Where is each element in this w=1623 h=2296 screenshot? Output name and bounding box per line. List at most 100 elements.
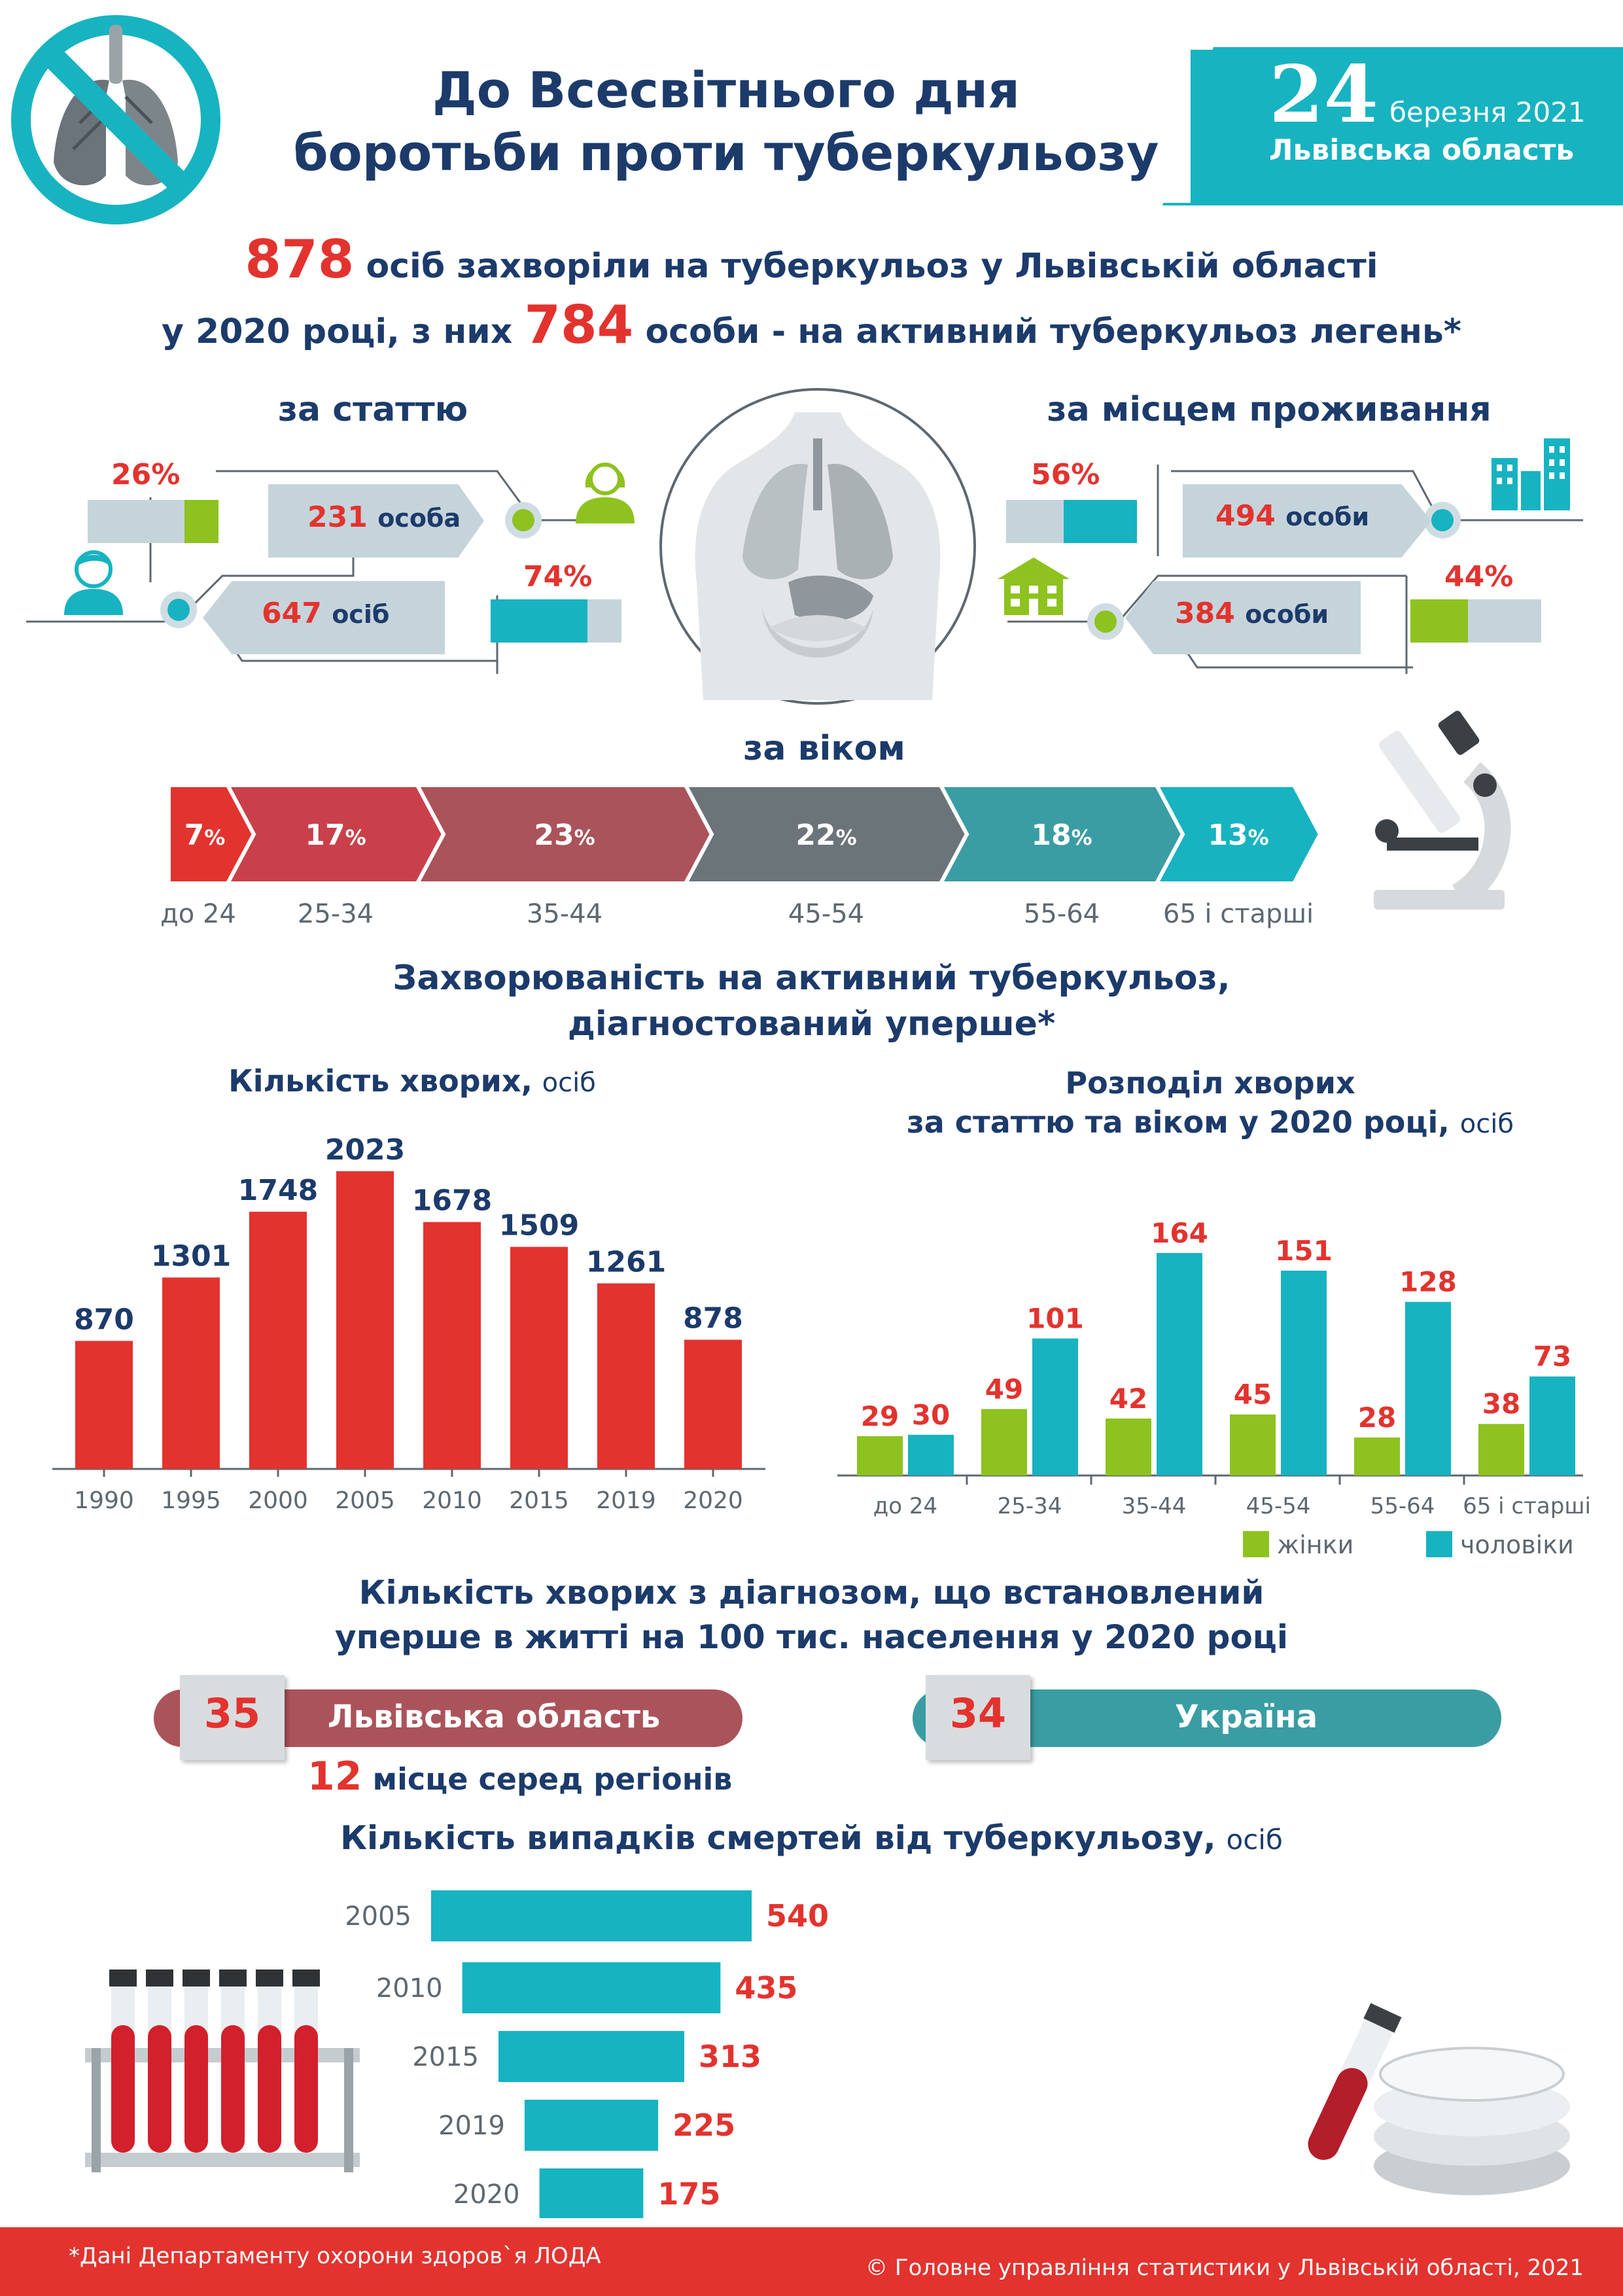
age-segment-label: 35-44 [527, 899, 602, 929]
deaths-bar [462, 1962, 721, 2013]
male-count-tag [203, 581, 445, 654]
by-age-title: за віком [743, 729, 905, 768]
age-segment [1153, 783, 1323, 885]
cases-tick-label: 2010 [422, 1487, 482, 1514]
cases-bar-label: 1301 [151, 1239, 231, 1273]
male-share-fill [491, 599, 587, 643]
sex-age-bar-label: 30 [912, 1399, 950, 1431]
age-segment-label: 55-64 [1024, 899, 1100, 929]
legend-swatch [1243, 1531, 1269, 1557]
test-tube-cap [183, 1969, 210, 1987]
test-tube-cap [292, 1969, 320, 1987]
ukraine-rate-value: 34 [949, 1689, 1007, 1737]
intro-line2: у 2020 році, з них 784 особи - на активн… [0, 294, 1623, 355]
page-title-line1: До Всесвітнього дня [432, 61, 1020, 119]
deaths-year-label: 2019 [438, 2111, 505, 2141]
cases-bar-chart: 870 1990 1301 1995 1748 2000 2023 2005 1678 2010 1… [52, 1133, 765, 1514]
sex-age-bar-label: 45 [1234, 1379, 1272, 1411]
per100k-heading-line1: Кількість хворих з діагнозом, що встанов… [358, 1574, 1265, 1612]
test-tube-blood [111, 2025, 135, 2153]
age-segment-pct: 17% [305, 819, 366, 852]
female-count-tag [268, 484, 484, 557]
deaths-bar [498, 2031, 685, 2082]
intro-total: 878 [245, 229, 355, 290]
cases-tick-label: 2005 [335, 1487, 395, 1514]
test-tube-cap [146, 1969, 173, 1987]
sex-age-bar [908, 1434, 954, 1475]
sex-age-tick-label: 55-64 [1370, 1493, 1435, 1519]
deaths-value-label: 540 [766, 1898, 829, 1934]
cases-bar-label: 1261 [586, 1245, 666, 1279]
sex-age-bar [1106, 1418, 1151, 1475]
male-count: 647 [262, 597, 322, 630]
footer-note: *Дані Департаменту охорони здоров`я ЛОДА [69, 2243, 601, 2269]
deaths-value-label: 225 [672, 2108, 735, 2143]
female-count: 231 [307, 501, 368, 534]
test-tube-blood [148, 2025, 171, 2153]
male-share-bar [491, 599, 621, 643]
sex-age-tick-label: до 24 [873, 1493, 937, 1519]
test-tube-cap [219, 1969, 247, 1987]
cases-chart-title: Кількість хворих, осіб [52, 1063, 772, 1099]
date-day: 24 [1269, 48, 1378, 141]
footer-copyright: © Головне управління статистики у Львівс… [865, 2255, 1584, 2281]
sex-age-bar-label: 49 [985, 1373, 1023, 1405]
cases-bar [597, 1283, 655, 1469]
cases-chart-unit: осіб [542, 1068, 596, 1098]
test-tube-blood [258, 2025, 281, 2153]
age-segment-label: 65 і старші [1163, 899, 1314, 929]
cases-bar-label: 870 [74, 1303, 134, 1336]
age-segment-label: 45-54 [788, 899, 864, 929]
cases-bar [684, 1339, 742, 1469]
deaths-bar [539, 2168, 644, 2218]
rural-count: 384 [1175, 597, 1235, 630]
per100k-heading-line2: уперше в житті на 100 тис. населення у 2… [334, 1618, 1288, 1656]
sex-age-bar-label: 151 [1275, 1235, 1333, 1267]
deaths-bar-chart: 2005 540 2010 435 2015 313 2019 225 2020 175 [345, 1890, 829, 2218]
lviv-rate-label: Львівська область [327, 1699, 661, 1735]
female-share-bar [88, 500, 218, 543]
cases-bar-label: 1509 [499, 1209, 579, 1243]
urban-share-bar [1006, 500, 1137, 543]
rural-unit: особи [1245, 600, 1329, 629]
deaths-bar [431, 1890, 752, 1941]
sex-age-bar [1529, 1376, 1575, 1475]
cases-tick-label: 2015 [509, 1487, 569, 1514]
rural-share-bar [1410, 599, 1541, 643]
cases-bar-label: 2023 [325, 1133, 405, 1167]
cases-bar [249, 1211, 307, 1469]
cases-bar [336, 1171, 394, 1469]
sex-age-bar [1032, 1338, 1078, 1475]
cases-tick-label: 2019 [596, 1487, 656, 1514]
date-month-year: березня 2021 [1389, 96, 1586, 128]
header-date: 24 березня 2021 Львівська область [1269, 52, 1609, 168]
cases-chart-title-text: Кількість хворих, [228, 1063, 532, 1099]
cases-tick-label: 2020 [683, 1487, 743, 1514]
urban-pct: 56% [1031, 458, 1100, 491]
legend-label: чоловіки [1460, 1530, 1574, 1559]
sex-age-bar-label: 28 [1358, 1402, 1396, 1434]
sex-age-bar [1230, 1414, 1276, 1475]
header-title-bg [196, 50, 1191, 203]
sex-age-bar-label: 42 [1109, 1383, 1147, 1415]
age-segment-label: 25-34 [298, 899, 374, 929]
per100k-heading: Кількість хворих з діагнозом, що встанов… [0, 1570, 1623, 1659]
lviv-rate-value: 35 [203, 1689, 261, 1737]
sex-age-bar [1157, 1253, 1202, 1475]
incidence-heading: Захворюваність на активний туберкульоз, … [0, 955, 1623, 1047]
urban-count: 494 [1215, 499, 1276, 533]
sex-age-chart-title-line1: Розподіл хворих [1065, 1065, 1355, 1101]
cases-tick-label: 2000 [248, 1487, 308, 1514]
intro-line2-text: особи - на активний туберкульоз легень* [633, 312, 1461, 351]
test-tube-blood [221, 2025, 245, 2153]
female-count-label: 231 особа [307, 501, 461, 534]
urban-count-tag [1183, 484, 1431, 557]
deaths-chart-title: Кількість випадків смертей від туберкуль… [0, 1819, 1623, 1857]
test-tubes-icon [85, 1969, 360, 2172]
male-pct: 74% [523, 560, 593, 593]
cases-tick-label: 1990 [74, 1487, 134, 1514]
female-icon [576, 463, 635, 523]
test-tube-cap [109, 1969, 137, 1987]
sex-age-bar-label: 73 [1533, 1341, 1571, 1373]
age-chevron-bar: 7%до 2417%25-3423%35-4422%45-5418%55-641… [160, 783, 1323, 929]
